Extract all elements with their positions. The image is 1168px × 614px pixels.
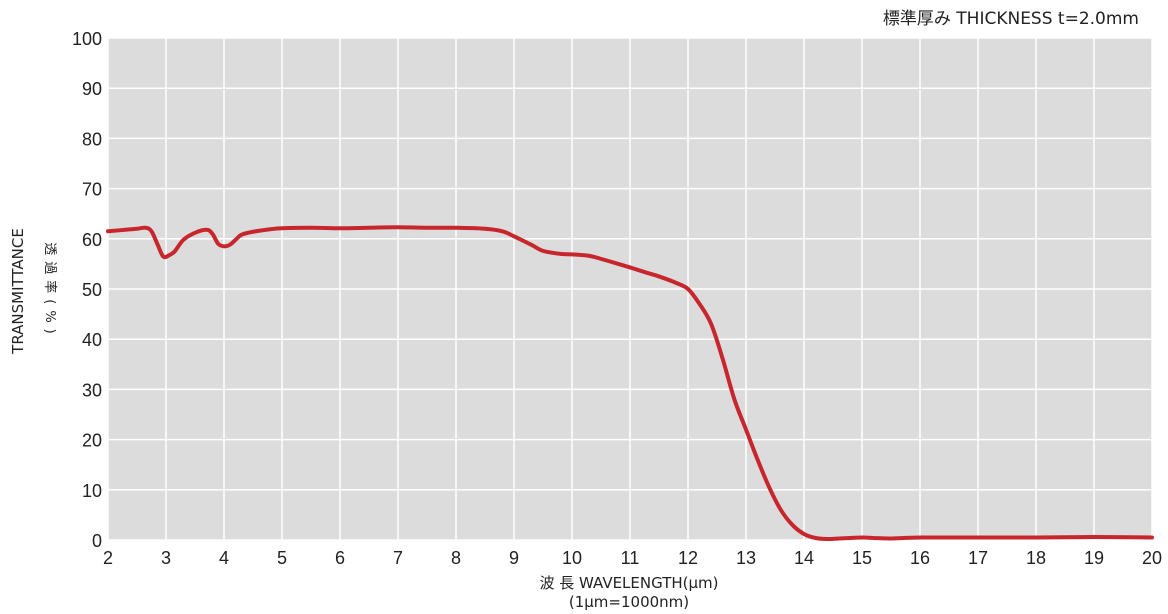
x-tick-label: 17: [968, 548, 988, 568]
x-tick-label: 19: [1084, 548, 1104, 568]
y-tick-label: 80: [82, 129, 102, 149]
x-axis-unit-note: (1μm=1000nm): [569, 593, 689, 611]
y-tick-label: 90: [82, 79, 102, 99]
y-tick-label: 50: [82, 280, 102, 300]
x-tick-label: 8: [451, 548, 461, 568]
x-tick-label: 15: [852, 548, 872, 568]
y-tick-label: 60: [82, 230, 102, 250]
y-axis-label-japanese: 透過率(%): [42, 242, 58, 340]
y-tick-label: 70: [82, 180, 102, 200]
x-tick-label: 6: [335, 548, 345, 568]
x-tick-label: 3: [161, 548, 171, 568]
x-tick-label: 4: [219, 548, 229, 568]
x-tick-label: 10: [562, 548, 582, 568]
y-tick-label: 20: [82, 431, 102, 451]
x-tick-label: 18: [1026, 548, 1046, 568]
y-tick-label: 40: [82, 330, 102, 350]
x-tick-label: 7: [393, 548, 403, 568]
x-tick-label: 2: [103, 548, 113, 568]
x-tick-label: 9: [509, 548, 519, 568]
x-tick-label: 14: [794, 548, 814, 568]
y-tick-label: 10: [82, 481, 102, 501]
x-tick-label: 16: [910, 548, 930, 568]
x-tick-label: 11: [621, 548, 640, 568]
y-tick-label: 100: [72, 29, 102, 49]
series-line: [106, 225, 1154, 542]
x-tick-label: 5: [277, 548, 287, 568]
x-tick-label: 20: [1142, 548, 1162, 568]
y-tick-label: 30: [82, 380, 102, 400]
x-tick-label: 13: [736, 548, 756, 568]
y-tick-labels: 0 10 20 30 40 50 60 70 80 90 100: [72, 29, 102, 551]
y-axis-label: TRANSMITTANCE: [9, 228, 27, 355]
x-axis-label: 波 長 WAVELENGTH(μm): [539, 574, 718, 592]
x-tick-labels: 2 3 4 5 6 7 8 9 10 11 12 13 14 15 16 17 18 19 20: [103, 548, 1162, 568]
y-tick-label: 0: [92, 531, 102, 551]
x-tick-label: 12: [678, 548, 698, 568]
chart-title: 標準厚み THICKNESS t=2.0mm: [883, 9, 1139, 29]
